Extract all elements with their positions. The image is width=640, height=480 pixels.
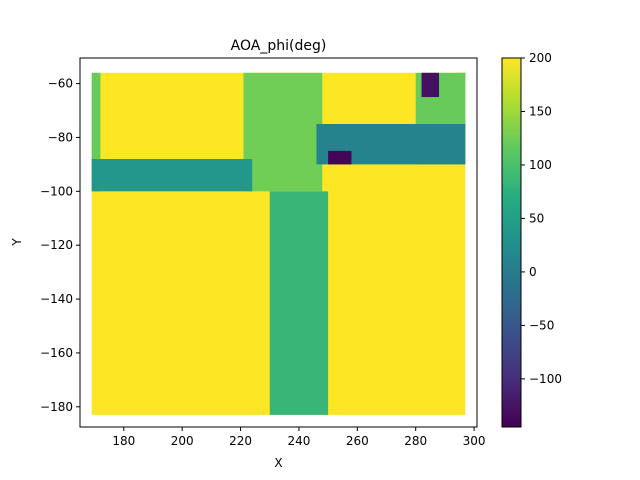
- x-tick-label: 280: [404, 434, 427, 448]
- colorbar-tick-label: −50: [529, 318, 554, 332]
- y-axis: −60 −80 −100 −120 −140 −160 −180: [40, 77, 80, 414]
- heatmap-region-vertical-stem-upper: [243, 72, 323, 192]
- colorbar-tick-label: 0: [529, 265, 537, 279]
- heatmap-region-purple-spot-1: [421, 72, 440, 98]
- colorbar-ticks: 200 150 100 50 0 −50 −100: [521, 51, 562, 386]
- x-tick-label: 200: [171, 434, 194, 448]
- heatmap-region-vertical-stem-lower: [269, 191, 329, 415]
- heatmap-cells: [91, 72, 466, 415]
- heatmap-region-left-edge-band: [91, 72, 101, 192]
- x-tick-label: 260: [346, 434, 369, 448]
- colorbar-tick-label: 100: [529, 158, 552, 172]
- plot-frame: [79, 57, 478, 428]
- chart-title: AOA_phi(deg): [231, 38, 327, 54]
- colorbar: [501, 57, 522, 428]
- heatmap-region-purple-spot-2: [328, 150, 352, 165]
- x-tick-label: 180: [112, 434, 135, 448]
- x-axis: 180 200 220 240 260 280 300: [112, 427, 486, 448]
- y-axis-label: Y: [10, 238, 24, 247]
- colorbar-tick-label: 50: [529, 211, 544, 225]
- y-tick-label: −160: [40, 346, 73, 360]
- y-tick-label: −120: [40, 238, 73, 252]
- y-tick-label: −80: [48, 130, 73, 144]
- y-tick-label: −140: [40, 292, 73, 306]
- x-tick-label: 220: [229, 434, 252, 448]
- y-tick-label: −100: [40, 184, 73, 198]
- x-tick-label: 300: [463, 434, 486, 448]
- colorbar-tick-label: 200: [529, 51, 552, 65]
- colorbar-tick-label: −100: [529, 372, 562, 386]
- x-tick-label: 240: [287, 434, 310, 448]
- colorbar-tick-label: 150: [529, 104, 552, 118]
- x-axis-label: X: [274, 456, 282, 470]
- heatmap-region-left-arm: [91, 159, 253, 192]
- y-tick-label: −60: [48, 77, 73, 91]
- y-tick-label: −180: [40, 400, 73, 414]
